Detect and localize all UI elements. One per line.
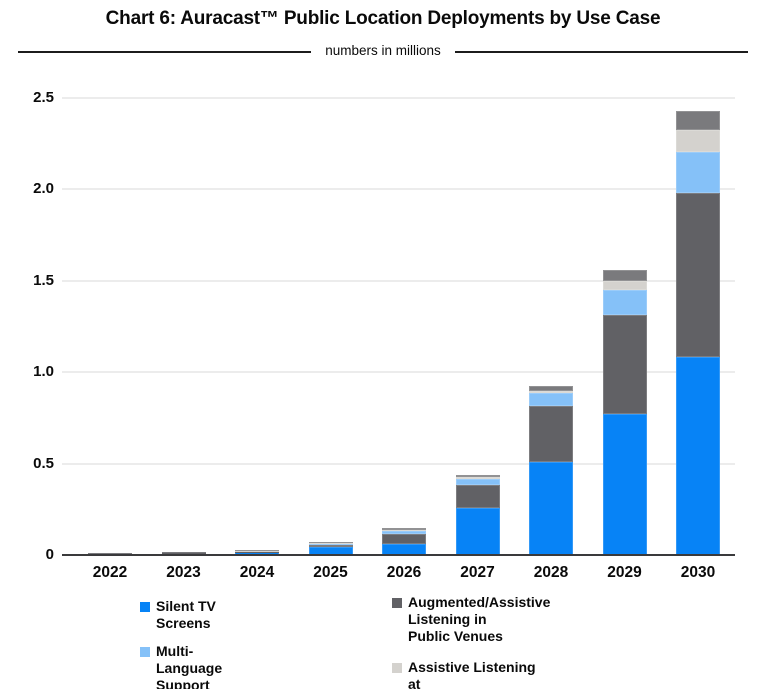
bar-segment-augmented-2024 (235, 551, 279, 553)
bar-segment-multi-2023 (161, 552, 206, 553)
bar-segment-assistive-2028 (529, 391, 573, 394)
gridline (62, 279, 735, 282)
legend-label: Multi-Language Support (156, 643, 223, 689)
legend-swatch-silent-tv-screens-icon (140, 602, 150, 612)
legend-item-augmented-assistive-listening: Augmented/Assistive Listening in Public V… (392, 594, 550, 645)
legend-label: Augmented/Assistive Listening in Public V… (408, 594, 551, 644)
x-axis-line (62, 554, 735, 556)
legend-label: Assistive Listening atPublic Counters/On… (408, 659, 536, 689)
bar-segment-augmented-2028 (529, 406, 573, 463)
chart-subtitle-wrap: numbers in millions (0, 42, 766, 60)
x-axis-tick-label: 2027 (460, 564, 495, 581)
legend-column-left: Silent TV Screens Multi-Language Support… (140, 598, 222, 689)
bar-segment-augmented-2030 (676, 192, 720, 358)
bar-segment-silent-2025 (308, 547, 353, 555)
bar-segment-silent-2028 (529, 462, 573, 555)
bar-segment-tour-2025 (308, 541, 353, 544)
y-axis-tick-label: 0 (45, 546, 54, 563)
chart-subtitle: numbers in millions (311, 43, 455, 58)
bar-segment-augmented-2027 (455, 484, 500, 508)
bar-segment-assistive-2027 (455, 477, 500, 479)
legend-item-assistive-listening-counters: Assistive Listening atPublic Counters/On… (392, 659, 550, 689)
bar-segment-silent-2030 (676, 357, 720, 555)
gridline (62, 462, 735, 465)
legend-item-silent-tv-screens: Silent TV Screens (140, 598, 222, 632)
bar-segment-assistive-2026 (382, 530, 426, 531)
legend-item-multi-language-support: Multi-Language Support (140, 643, 222, 689)
bar-segment-assistive-2030 (676, 129, 720, 153)
bar-segment-multi-2030 (676, 152, 720, 193)
bar-segment-tour-2026 (382, 528, 426, 531)
y-axis-tick-label: 2.0 (33, 180, 54, 197)
x-axis-tick-label: 2024 (239, 564, 275, 581)
x-axis-tick-label: 2025 (313, 564, 348, 581)
bar-segment-tour-2024 (235, 550, 279, 551)
gridline (62, 188, 735, 190)
bar-segment-silent-2024 (235, 552, 279, 555)
legend-label: Silent TV Screens (156, 598, 216, 631)
bar-segment-tour-2030 (676, 111, 720, 130)
gridline (62, 96, 735, 99)
y-axis-tick-label: 2.5 (33, 88, 54, 106)
bar-segment-tour-2027 (455, 475, 500, 478)
x-axis-tick-label: 2030 (680, 564, 716, 581)
bar-segment-augmented-2025 (308, 545, 353, 548)
bar-segment-augmented-2029 (602, 315, 647, 415)
x-axis-tick-label: 2026 (386, 564, 422, 581)
x-axis-tick-label: 2022 (92, 564, 128, 581)
chart-title: Chart 6: Auracast™ Public Location Deplo… (105, 8, 661, 29)
bar-segment-augmented-2026 (382, 534, 426, 544)
x-axis-tick-label: 2023 (166, 564, 201, 581)
bar-segment-multi-2026 (382, 530, 426, 535)
bar-segment-multi-2025 (308, 543, 353, 546)
bar-segment-multi-2028 (529, 393, 573, 407)
legend-column-right: Augmented/Assistive Listening in Public V… (392, 594, 550, 689)
gridline (62, 371, 735, 373)
legend-swatch-assistive-counters-icon (392, 663, 402, 673)
legend-swatch-augmented-assistive-icon (392, 598, 402, 608)
y-axis-tick-label: 1.5 (33, 271, 54, 289)
legend-swatch-multi-language-support-icon (140, 647, 150, 657)
bar-segment-tour-2028 (529, 385, 573, 392)
bar-segment-assistive-2029 (602, 281, 647, 291)
bar-segment-multi-2024 (235, 550, 279, 552)
y-axis-tick-label: 1.0 (33, 363, 54, 380)
x-axis-tick-label: 2028 (533, 564, 569, 581)
x-axis-tick-label: 2029 (607, 564, 642, 581)
y-axis-tick-label: 0.5 (33, 454, 54, 472)
bar-segment-silent-2027 (455, 507, 500, 555)
bar-segment-multi-2029 (602, 290, 647, 316)
bar-segment-multi-2027 (455, 478, 500, 485)
bar-segment-silent-2029 (602, 414, 647, 555)
bar-segment-silent-2026 (382, 543, 426, 555)
bar-segment-tour-2029 (602, 270, 647, 282)
